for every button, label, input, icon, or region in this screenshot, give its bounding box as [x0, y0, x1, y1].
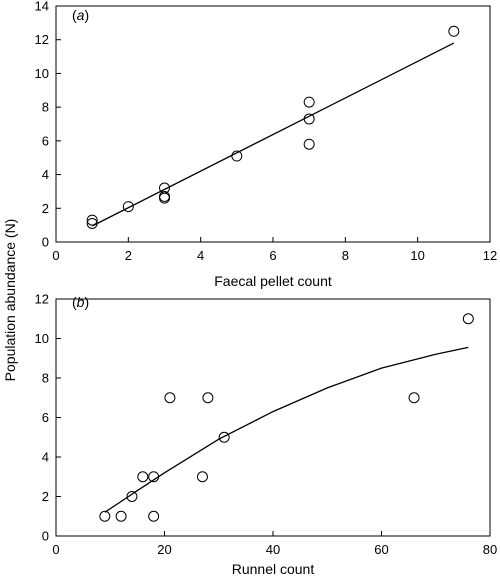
- panel-b-x-tick-label: 60: [374, 542, 388, 557]
- panel-b-x-tick-label: 0: [52, 542, 59, 557]
- panel-b-x-tick-label: 40: [266, 542, 280, 557]
- panel-a-data-point: [303, 138, 315, 150]
- panel-a-y-tick-label: 0: [42, 235, 49, 250]
- panel-a-y-tick-label: 14: [35, 0, 49, 14]
- panel-b-data-point: [164, 392, 176, 404]
- panel-b-data-point: [126, 491, 138, 502]
- panel-a-x-tick-label: 4: [197, 248, 204, 263]
- panel-b-y-tick-label: 2: [42, 489, 49, 504]
- panel-a-data-point: [159, 190, 170, 202]
- panel-b-y-tick-label: 0: [42, 529, 49, 544]
- panel-a-fit-line: [91, 42, 455, 227]
- panel-b-plot-frame: [55, 298, 491, 537]
- panel-b-data-point: [99, 510, 111, 522]
- panel-a-data-point: [303, 96, 315, 108]
- panel-b-data-point: [115, 510, 127, 522]
- panel-a-x-tick-label: 10: [410, 248, 424, 263]
- panel-a-x-tick-label: 6: [269, 248, 276, 263]
- panel-a-x-axis-title: Faecal pellet count: [214, 273, 332, 289]
- panel-b-data-point: [137, 471, 149, 483]
- panel-b-y-tick-label: 12: [35, 292, 49, 307]
- panel-a-y-tick-label: 2: [42, 201, 49, 216]
- panel-a-data-point: [86, 214, 98, 226]
- panel-b-y-tick-label: 6: [42, 410, 49, 425]
- panel-b-data-point: [202, 392, 214, 404]
- panel-b-data-point: [148, 471, 160, 483]
- panel-b-data-point: [218, 431, 230, 443]
- panel-b-y-tick-label: 8: [42, 371, 49, 386]
- panel-b-data-point: [408, 392, 420, 404]
- panel-a-y-tick-label: 6: [42, 133, 49, 148]
- panel-a-x-tick-label: 2: [125, 248, 132, 263]
- panel-b-fit-line: [104, 346, 469, 513]
- panel-a-data-point: [122, 201, 134, 213]
- panel-a-data-point: [159, 182, 170, 194]
- panel-b: (b) Runnel count 0 20 40 60 80 0 2 4 6 8 10 12: [35, 292, 498, 577]
- panel-a-x-tick-label: 0: [52, 248, 59, 263]
- panel-a-data-point: [86, 217, 98, 229]
- panel-b-x-tick-label: 80: [483, 542, 497, 557]
- panel-a-data-point: [448, 25, 460, 37]
- panel-a-x-tick-label: 12: [483, 248, 497, 263]
- panel-a-data-point: [303, 113, 315, 125]
- panel-a-y-tick-label: 10: [35, 66, 49, 81]
- panel-a-x-tick-label: 8: [342, 248, 349, 263]
- panel-b-data-point: [462, 313, 474, 325]
- panel-b-y-tick-label: 4: [42, 450, 49, 465]
- panel-b-y-tick-label: 10: [35, 331, 49, 346]
- panel-a-data-point: [231, 150, 243, 162]
- panel-a-y-tick-label: 12: [35, 32, 49, 47]
- panel-a-label: (a): [72, 7, 89, 23]
- panel-a-y-tick-label: 4: [42, 167, 49, 182]
- panel-b-data-point: [148, 510, 160, 522]
- panel-a-plot-frame: [55, 5, 491, 243]
- panel-b-data-point: [196, 471, 208, 483]
- panel-b-x-tick-label: 20: [157, 542, 171, 557]
- panel-b-label: (b): [72, 294, 89, 310]
- panel-b-x-axis-title: Runnel count: [232, 561, 315, 577]
- panel-a: (a) Faecal pellet count 0 2 4 6 8 10 12 0 2 4 6 8 10…: [35, 0, 498, 289]
- shared-y-axis-title: Population abundance (N): [2, 219, 18, 382]
- panel-a-y-tick-label: 8: [42, 100, 49, 115]
